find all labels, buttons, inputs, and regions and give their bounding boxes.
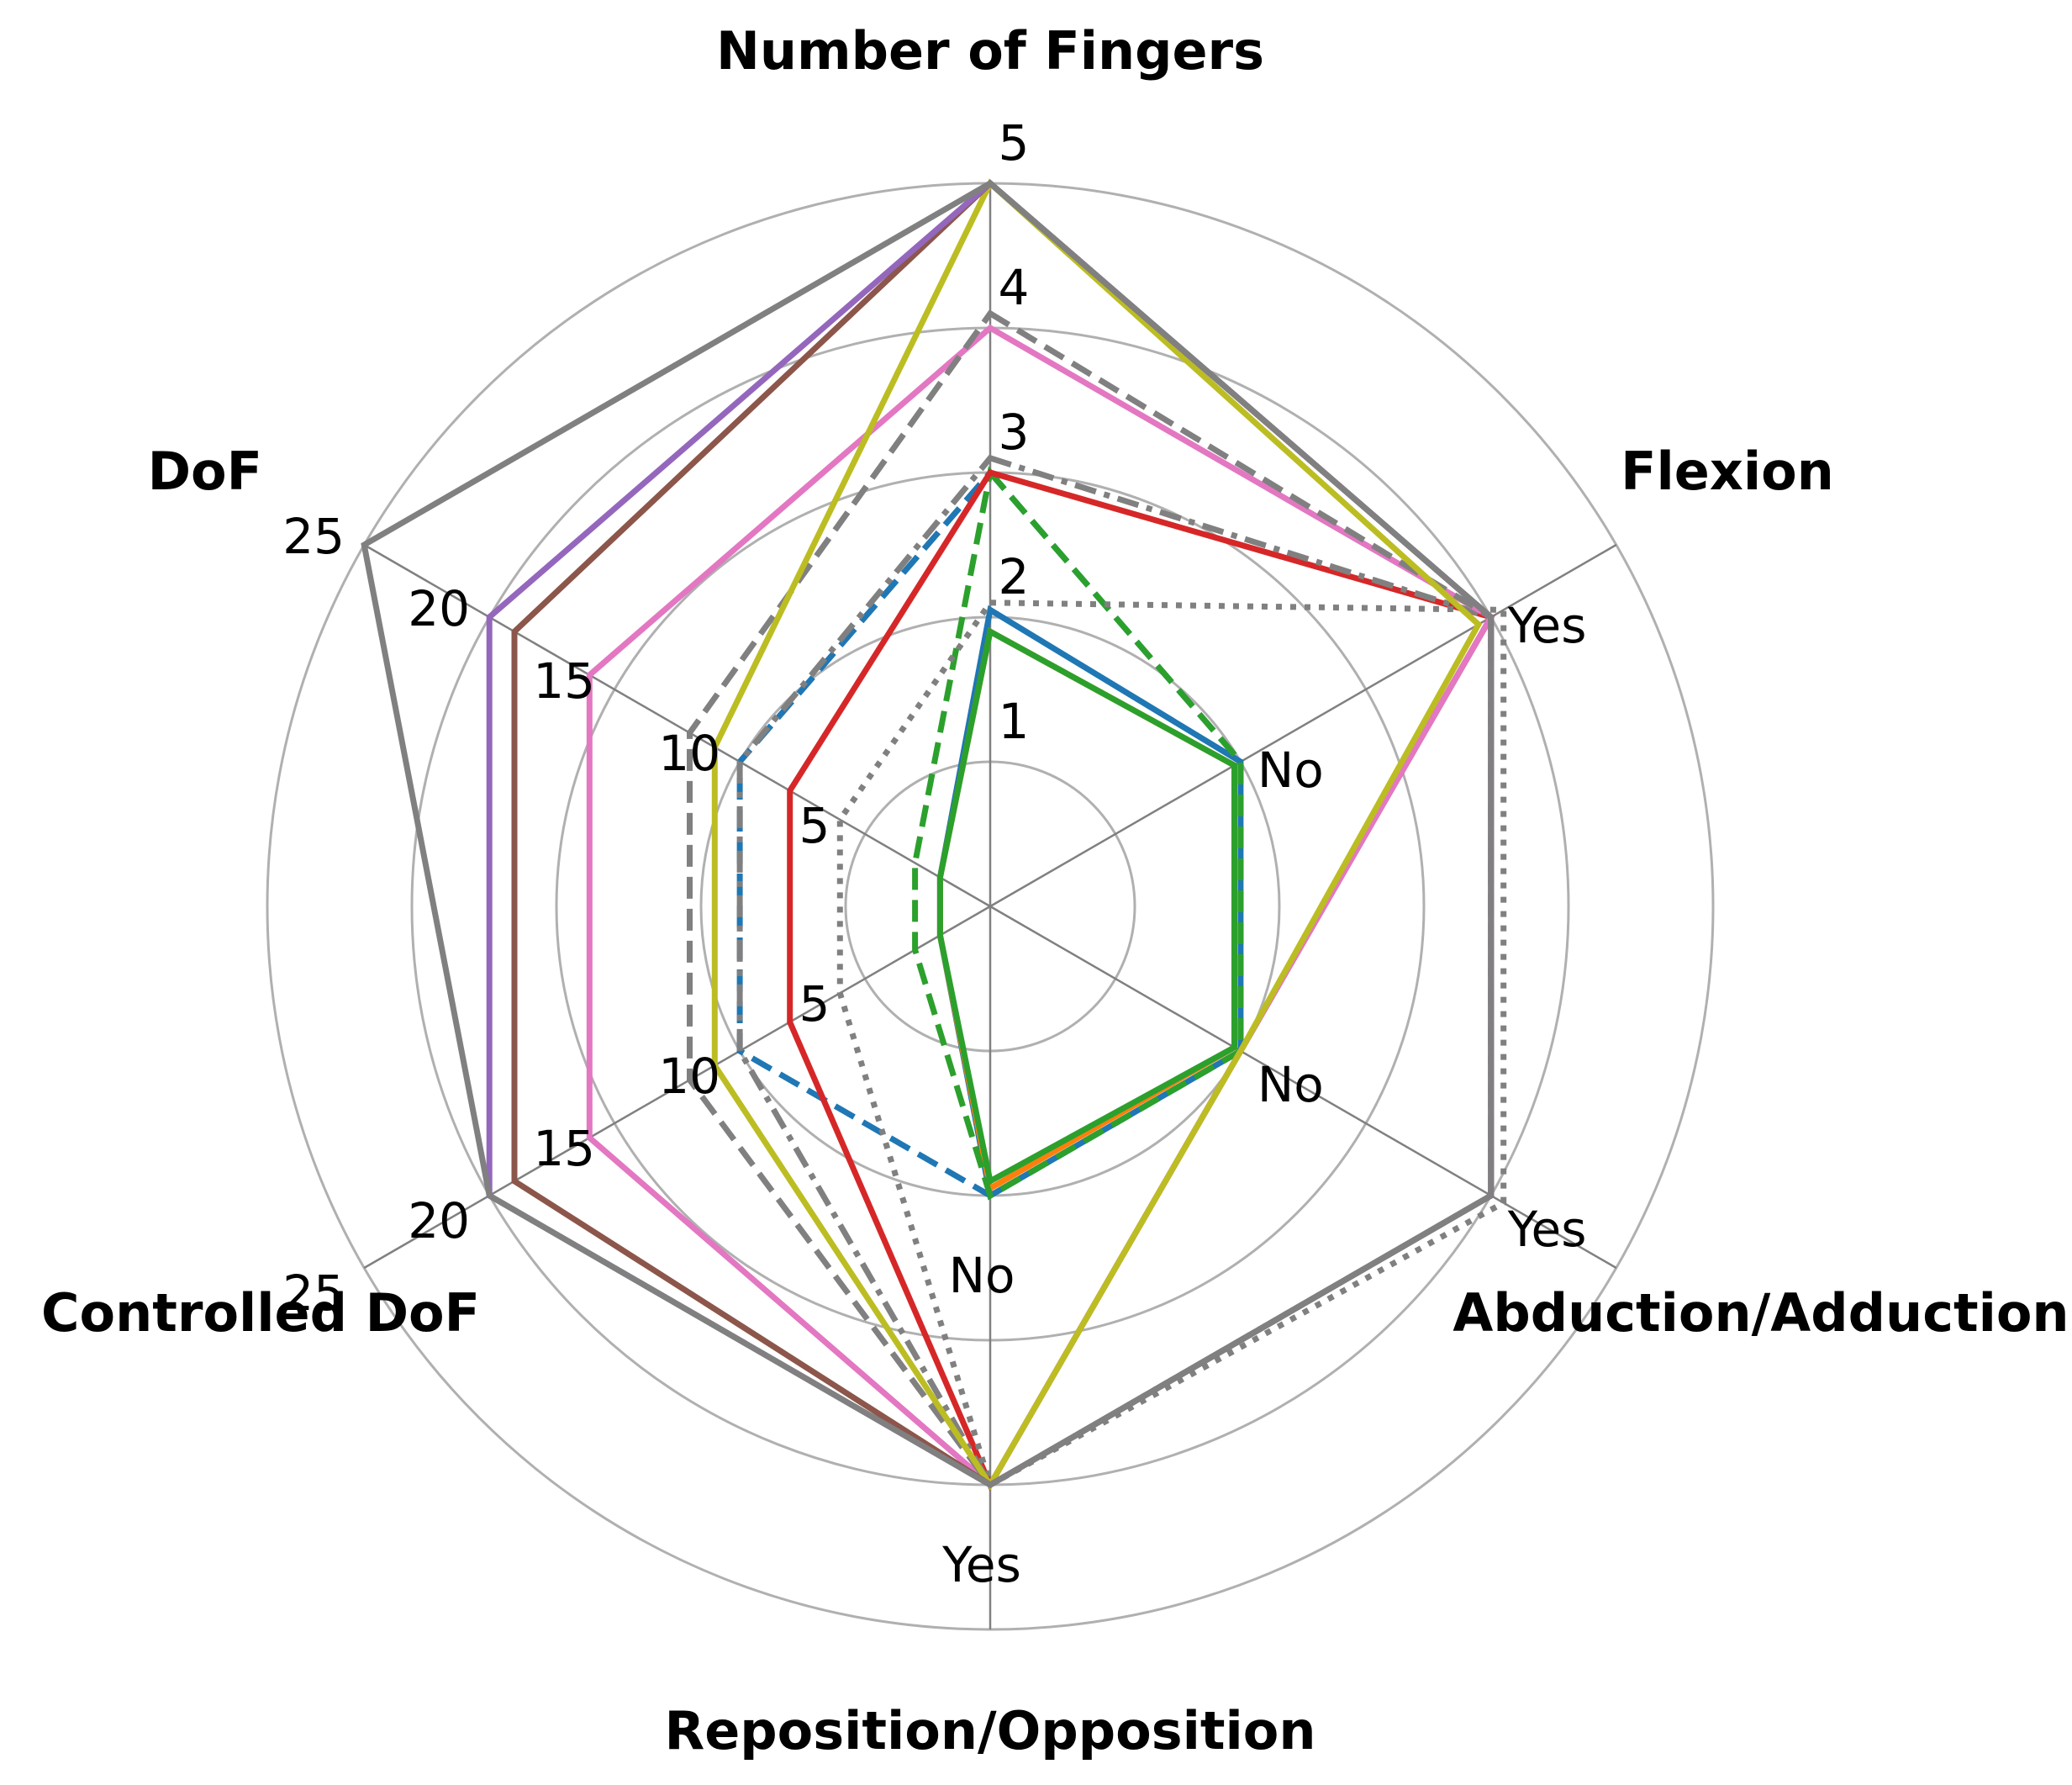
series-line-6 [736,454,1495,1489]
tick-label-1-0: No [1257,742,1324,799]
tick-label-5-3: 20 [408,580,470,637]
tick-label-5-4: 25 [282,508,345,565]
tick-label-2-0: No [1257,1056,1324,1113]
tick-label-5-1: 10 [658,725,720,782]
tick-label-0-2: 3 [999,404,1030,461]
tick-label-5-0: 5 [799,797,830,854]
tick-label-3-0: No [949,1247,1015,1304]
tick-label-4-4: 25 [282,1265,345,1322]
radar-axis-titles: Number of Fingers Flexion Abduction/Adduct… [41,20,2069,1761]
tick-label-0-0: 1 [999,693,1030,750]
axis-title-2: Abduction/Adduction [1453,1282,2069,1344]
spoke-1 [989,543,1617,908]
tick-label-3-1: Yes [941,1536,1021,1593]
axis-title-4: Controlled DoF [41,1282,480,1344]
series-line-13 [361,179,1495,1489]
spoke-5 [363,543,991,908]
axis-title-1: Flexion [1621,441,1834,502]
tick-label-0-4: 5 [999,114,1030,172]
tick-label-2-1: Yes [1507,1201,1587,1258]
radar-series [361,178,1507,1492]
radar-tick-labels: 1 2 3 4 5 No Yes No Yes No Yes 5 10 15 20 25 5 10 15 20 25 [282,114,1586,1593]
tick-label-4-1: 10 [658,1048,720,1105]
axis-title-0: Number of Fingers [716,20,1264,82]
series-line-5 [787,468,1496,1492]
tick-label-1-1: Yes [1507,597,1587,654]
axis-title-5: DoF [148,441,262,502]
tick-label-4-3: 20 [408,1192,470,1249]
radar-grid [266,182,1715,1631]
tick-label-0-1: 2 [999,548,1030,605]
spoke-2 [989,905,1617,1270]
series-line-2 [936,626,1237,1186]
axis-title-3: Reposition/Opposition [664,1700,1315,1761]
spoke-4 [363,905,991,1270]
series-line-7 [836,599,1507,1490]
tick-label-5-2: 15 [533,652,595,710]
tick-label-4-0: 5 [799,975,830,1032]
tick-label-4-2: 15 [533,1120,595,1177]
tick-label-0-3: 4 [999,259,1030,316]
series-line-4 [912,466,1244,1201]
